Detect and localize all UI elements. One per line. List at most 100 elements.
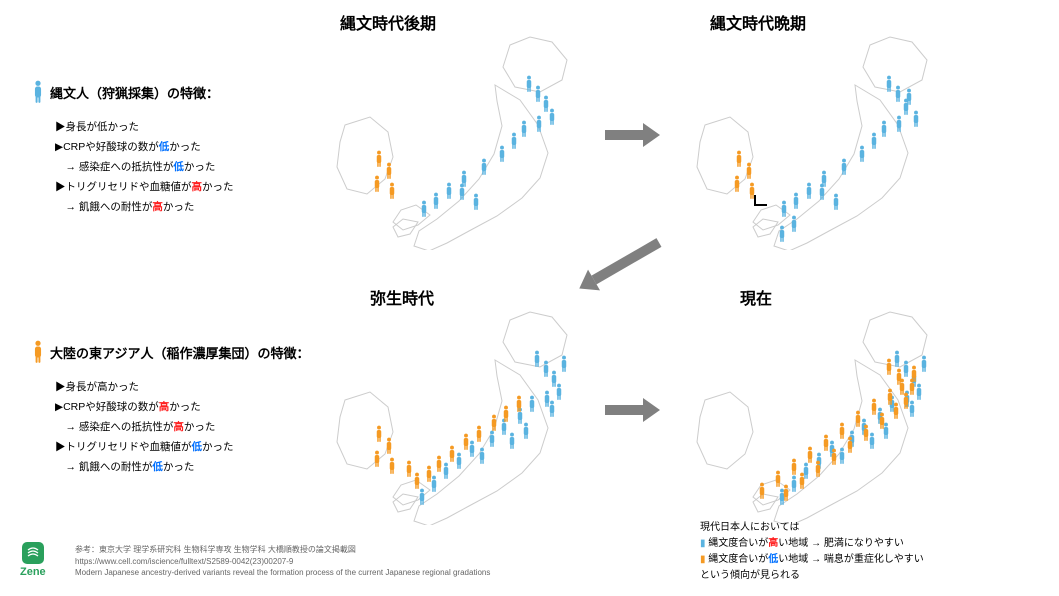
- person-orange-icon: [748, 182, 756, 200]
- ref-line2: https://www.cell.com/iscience/fulltext/S…: [75, 556, 490, 567]
- person-orange-icon: [490, 414, 498, 432]
- chip-blue-icon: ▮: [700, 538, 706, 549]
- person-blue-icon: [555, 383, 563, 401]
- person-blue-icon: [902, 360, 910, 378]
- person-icon-orange: [32, 340, 44, 364]
- modern-intro: 現代日本人においては: [700, 520, 924, 536]
- person-orange-icon: [515, 395, 523, 413]
- person-blue-icon: [420, 200, 428, 218]
- person-orange-icon: [878, 412, 886, 430]
- logo-text: Zene: [20, 566, 46, 578]
- person-blue-icon: [528, 395, 536, 413]
- person-orange-icon: [502, 405, 510, 423]
- person-blue-icon: [838, 447, 846, 465]
- person-orange-icon: [405, 460, 413, 478]
- person-orange-icon: [435, 455, 443, 473]
- person-orange-icon: [822, 434, 830, 452]
- person-blue-icon: [418, 488, 426, 506]
- person-orange-icon: [885, 358, 893, 376]
- person-orange-icon: [388, 182, 396, 200]
- person-blue-icon: [885, 75, 893, 93]
- person-orange-icon: [425, 465, 433, 483]
- person-orange-icon: [902, 392, 910, 410]
- person-blue-icon: [458, 183, 466, 201]
- person-blue-icon: [818, 183, 826, 201]
- section1-title: 縄文人（狩猟採集）の特徴：: [50, 83, 219, 102]
- arrow-right-1: [605, 120, 660, 150]
- person-orange-icon: [448, 445, 456, 463]
- ref-line1: 参考：東京大学 理学系研究科 生物科学専攻 生物学科 大橋順教授の論文掲載図: [75, 544, 490, 555]
- person-blue-icon: [858, 145, 866, 163]
- person-orange-icon: [814, 460, 822, 478]
- person-orange-icon: [385, 162, 393, 180]
- section2-header: 大陸の東アジア人（稲作濃厚集団）の特徴：: [32, 340, 309, 364]
- person-blue-icon: [912, 110, 920, 128]
- section1-bullets: ▶身長が低かった▶CRPや好酸球の数が低かった → 感染症への抵抗性が低かった▶…: [55, 118, 234, 218]
- person-blue-icon: [894, 85, 902, 103]
- person-orange-icon: [475, 425, 483, 443]
- modern-line-orange: 縄文度合いが低い地域 → 喘息が重症化しやすい: [708, 554, 923, 565]
- person-blue-icon: [542, 360, 550, 378]
- map-top-left: [300, 30, 580, 250]
- person-orange-icon: [854, 410, 862, 428]
- arrow-right-2: [605, 395, 660, 425]
- person-orange-icon: [838, 422, 846, 440]
- person-blue-icon: [472, 193, 480, 211]
- ref-line3: Modern Japanese ancestry-derived variant…: [75, 567, 490, 578]
- person-orange-icon: [798, 472, 806, 490]
- person-blue-icon: [522, 422, 530, 440]
- person-orange-icon: [375, 425, 383, 443]
- person-blue-icon: [533, 350, 541, 368]
- section2-bullets: ▶身長が高かった▶CRPや好酸球の数が高かった → 感染症への抵抗性が高かった▶…: [55, 378, 234, 478]
- person-blue-icon: [792, 192, 800, 210]
- person-orange-icon: [830, 448, 838, 466]
- person-orange-icon: [373, 450, 381, 468]
- modern-outro: という傾向が見られる: [700, 568, 924, 584]
- arrow-diagonal: [560, 225, 680, 305]
- person-blue-icon: [510, 132, 518, 150]
- person-blue-icon: [442, 462, 450, 480]
- person-orange-icon: [870, 398, 878, 416]
- person-orange-icon: [745, 162, 753, 180]
- person-blue-icon: [893, 350, 901, 368]
- person-blue-icon: [478, 447, 486, 465]
- map-top-right: [660, 30, 940, 250]
- person-blue-icon: [498, 145, 506, 163]
- person-blue-icon: [915, 383, 923, 401]
- person-blue-icon: [560, 355, 568, 373]
- person-blue-icon: [508, 432, 516, 450]
- person-blue-icon: [880, 120, 888, 138]
- person-blue-icon: [805, 182, 813, 200]
- person-blue-icon: [870, 132, 878, 150]
- modern-note: 現代日本人においては ▮ 縄文度合いが高い地域 → 肥満になりやすい ▮ 縄文度…: [700, 520, 924, 584]
- person-orange-icon: [782, 484, 790, 502]
- person-orange-icon: [388, 457, 396, 475]
- section2-title: 大陸の東アジア人（稲作濃厚集団）の特徴：: [50, 343, 309, 362]
- zene-logo: Zene: [20, 542, 46, 578]
- person-blue-icon: [902, 98, 910, 116]
- person-blue-icon: [455, 452, 463, 470]
- person-orange-icon: [790, 458, 798, 476]
- reference-block: 参考：東京大学 理学系研究科 生物科学専攻 生物学科 大橋順教授の論文掲載図 h…: [75, 544, 490, 578]
- person-blue-icon: [840, 158, 848, 176]
- person-blue-icon: [790, 475, 798, 493]
- person-orange-icon: [846, 436, 854, 454]
- person-orange-icon: [733, 175, 741, 193]
- person-orange-icon: [806, 446, 814, 464]
- modern-line-blue: 縄文度合いが高い地域 → 肥満になりやすい: [708, 538, 904, 549]
- person-blue-icon: [780, 200, 788, 218]
- person-blue-icon: [480, 158, 488, 176]
- person-orange-icon: [373, 175, 381, 193]
- person-blue-icon: [548, 108, 556, 126]
- person-blue-icon: [535, 115, 543, 133]
- person-orange-icon: [413, 472, 421, 490]
- person-orange-icon: [758, 482, 766, 500]
- person-blue-icon: [790, 215, 798, 233]
- person-blue-icon: [445, 182, 453, 200]
- person-blue-icon: [534, 85, 542, 103]
- person-orange-icon: [862, 424, 870, 442]
- person-blue-icon: [548, 400, 556, 418]
- person-blue-icon: [920, 355, 928, 373]
- person-orange-icon: [375, 150, 383, 168]
- logo-badge-icon: [22, 542, 44, 564]
